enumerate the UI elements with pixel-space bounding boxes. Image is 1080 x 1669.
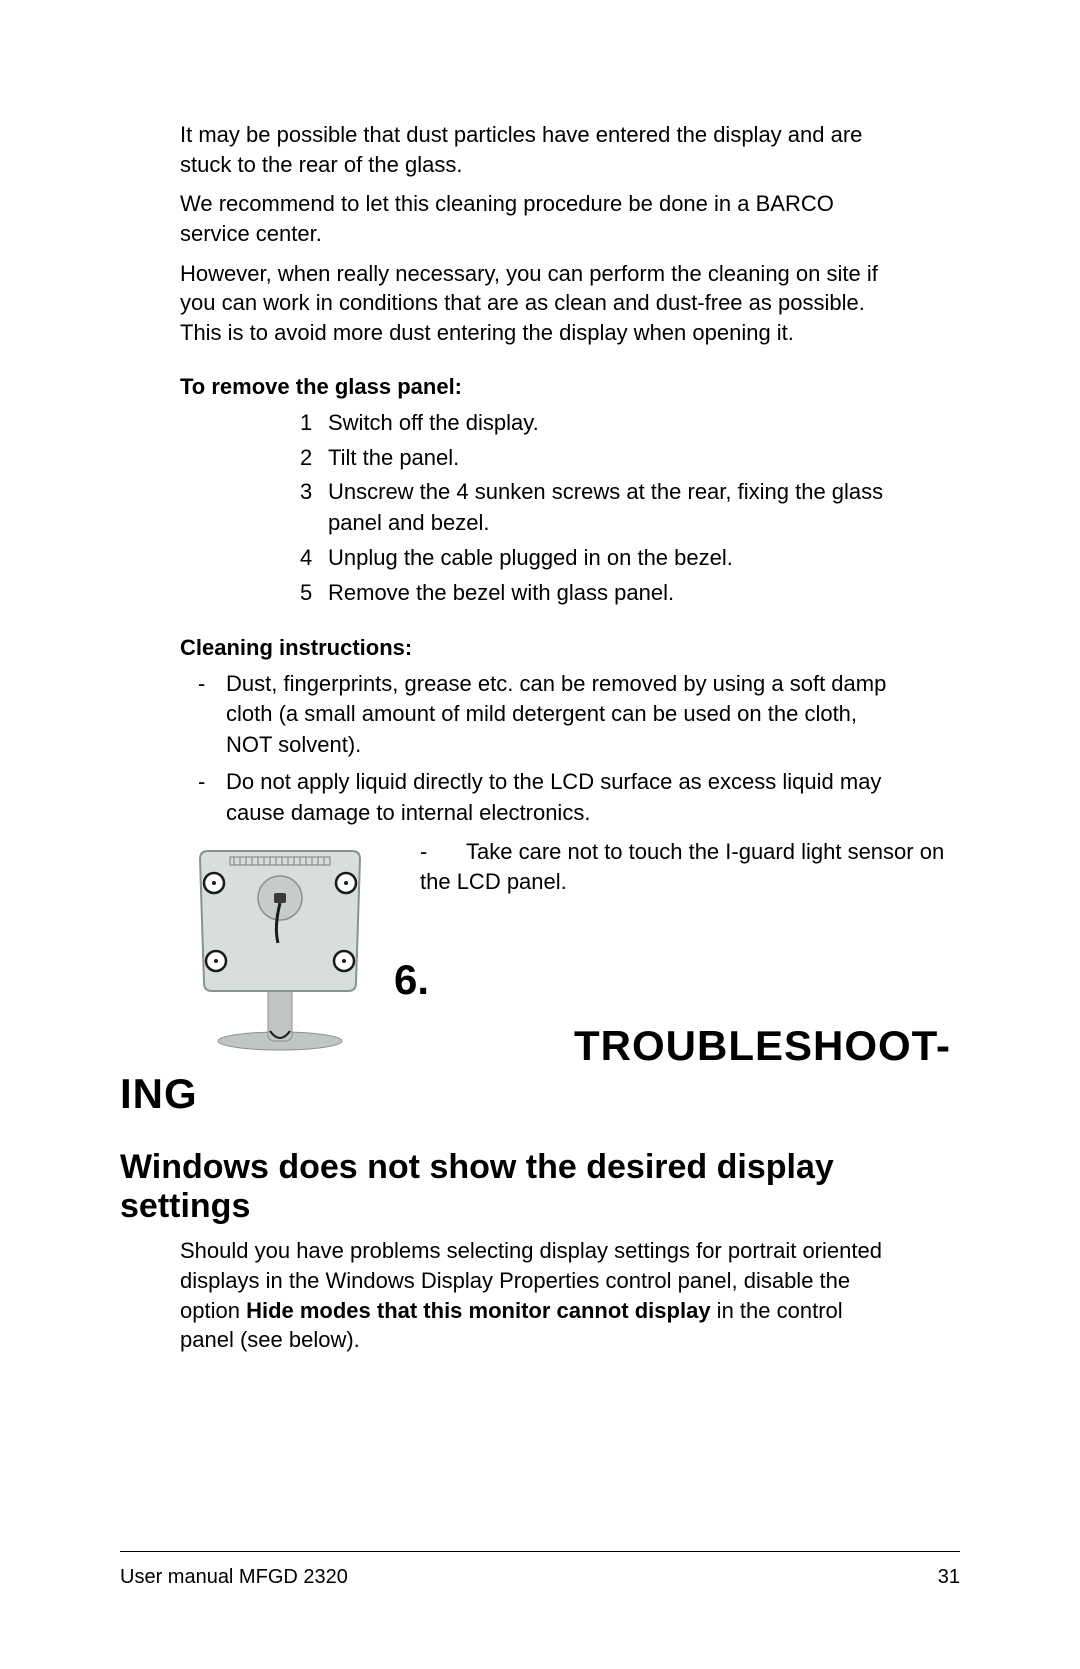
chapter-number: 6. <box>394 956 429 1004</box>
cleaning-list: -Dust, fingerprints, grease etc. can be … <box>198 669 900 829</box>
step-text: Tilt the panel. <box>328 443 459 474</box>
chapter-title-line1: TROUBLESHOOT- <box>574 1022 951 1070</box>
list-item: 5Remove the bezel with glass panel. <box>300 578 900 609</box>
step-number: 1 <box>300 408 328 439</box>
list-item: -Dust, fingerprints, grease etc. can be … <box>198 669 900 761</box>
footer-left: User manual MFGD 2320 <box>120 1566 348 1589</box>
step-text: Unplug the cable plugged in on the bezel… <box>328 543 733 574</box>
remove-panel-steps: 1Switch off the display. 2Tilt the panel… <box>300 408 900 609</box>
list-item: 3Unscrew the 4 sunken screws at the rear… <box>300 477 900 539</box>
step-text: Remove the bezel with glass panel. <box>328 578 674 609</box>
image-text-wrap: -Take care not to touch the I-guard ligh… <box>120 837 960 1071</box>
cleaning-text-3: Take care not to touch the I-guard light… <box>420 839 944 895</box>
step-number: 3 <box>300 477 328 539</box>
cleaning-heading: Cleaning instructions: <box>180 635 960 661</box>
step-text: Switch off the display. <box>328 408 539 439</box>
monitor-rear-illustration <box>180 843 380 1053</box>
cleaning-text-2: Do not apply liquid directly to the LCD … <box>226 769 881 825</box>
footer-page-number: 31 <box>938 1566 960 1589</box>
list-item: - Do not apply liquid directly to the LC… <box>198 767 900 829</box>
monitor-icon <box>180 843 380 1053</box>
step-number: 5 <box>300 578 328 609</box>
dash-bullet: - <box>198 669 226 761</box>
intro-paragraph-2: We recommend to let this cleaning proced… <box>180 189 900 248</box>
list-item: 1Switch off the display. <box>300 408 900 439</box>
dash-bullet: - <box>198 767 226 829</box>
section-text-bold: Hide modes that this monitor cannot disp… <box>246 1298 711 1323</box>
section-heading: Windows does not show the desired displa… <box>120 1148 960 1226</box>
manual-page: It may be possible that dust particles h… <box>0 0 1080 1669</box>
dash-bullet: - <box>420 837 466 868</box>
intro-paragraph-1: It may be possible that dust particles h… <box>180 120 900 179</box>
list-item: 2Tilt the panel. <box>300 443 900 474</box>
step-number: 4 <box>300 543 328 574</box>
cleaning-item-3-wrapped: -Take care not to touch the I-guard ligh… <box>420 837 960 899</box>
step-text: Unscrew the 4 sunken screws at the rear,… <box>328 477 900 539</box>
cleaning-text: Dust, fingerprints, grease etc. can be r… <box>226 669 900 761</box>
list-item: 4Unplug the cable plugged in on the beze… <box>300 543 900 574</box>
section-paragraph: Should you have problems selecting displ… <box>180 1236 900 1355</box>
remove-panel-heading: To remove the glass panel: <box>180 374 960 400</box>
page-footer: User manual MFGD 2320 31 <box>120 1551 960 1589</box>
intro-paragraph-3: However, when really necessary, you can … <box>180 259 900 348</box>
chapter-title-line2: ING <box>120 1070 960 1118</box>
cleaning-text-liquid: Do not apply liquid directly to the LCD … <box>226 767 900 829</box>
step-number: 2 <box>300 443 328 474</box>
